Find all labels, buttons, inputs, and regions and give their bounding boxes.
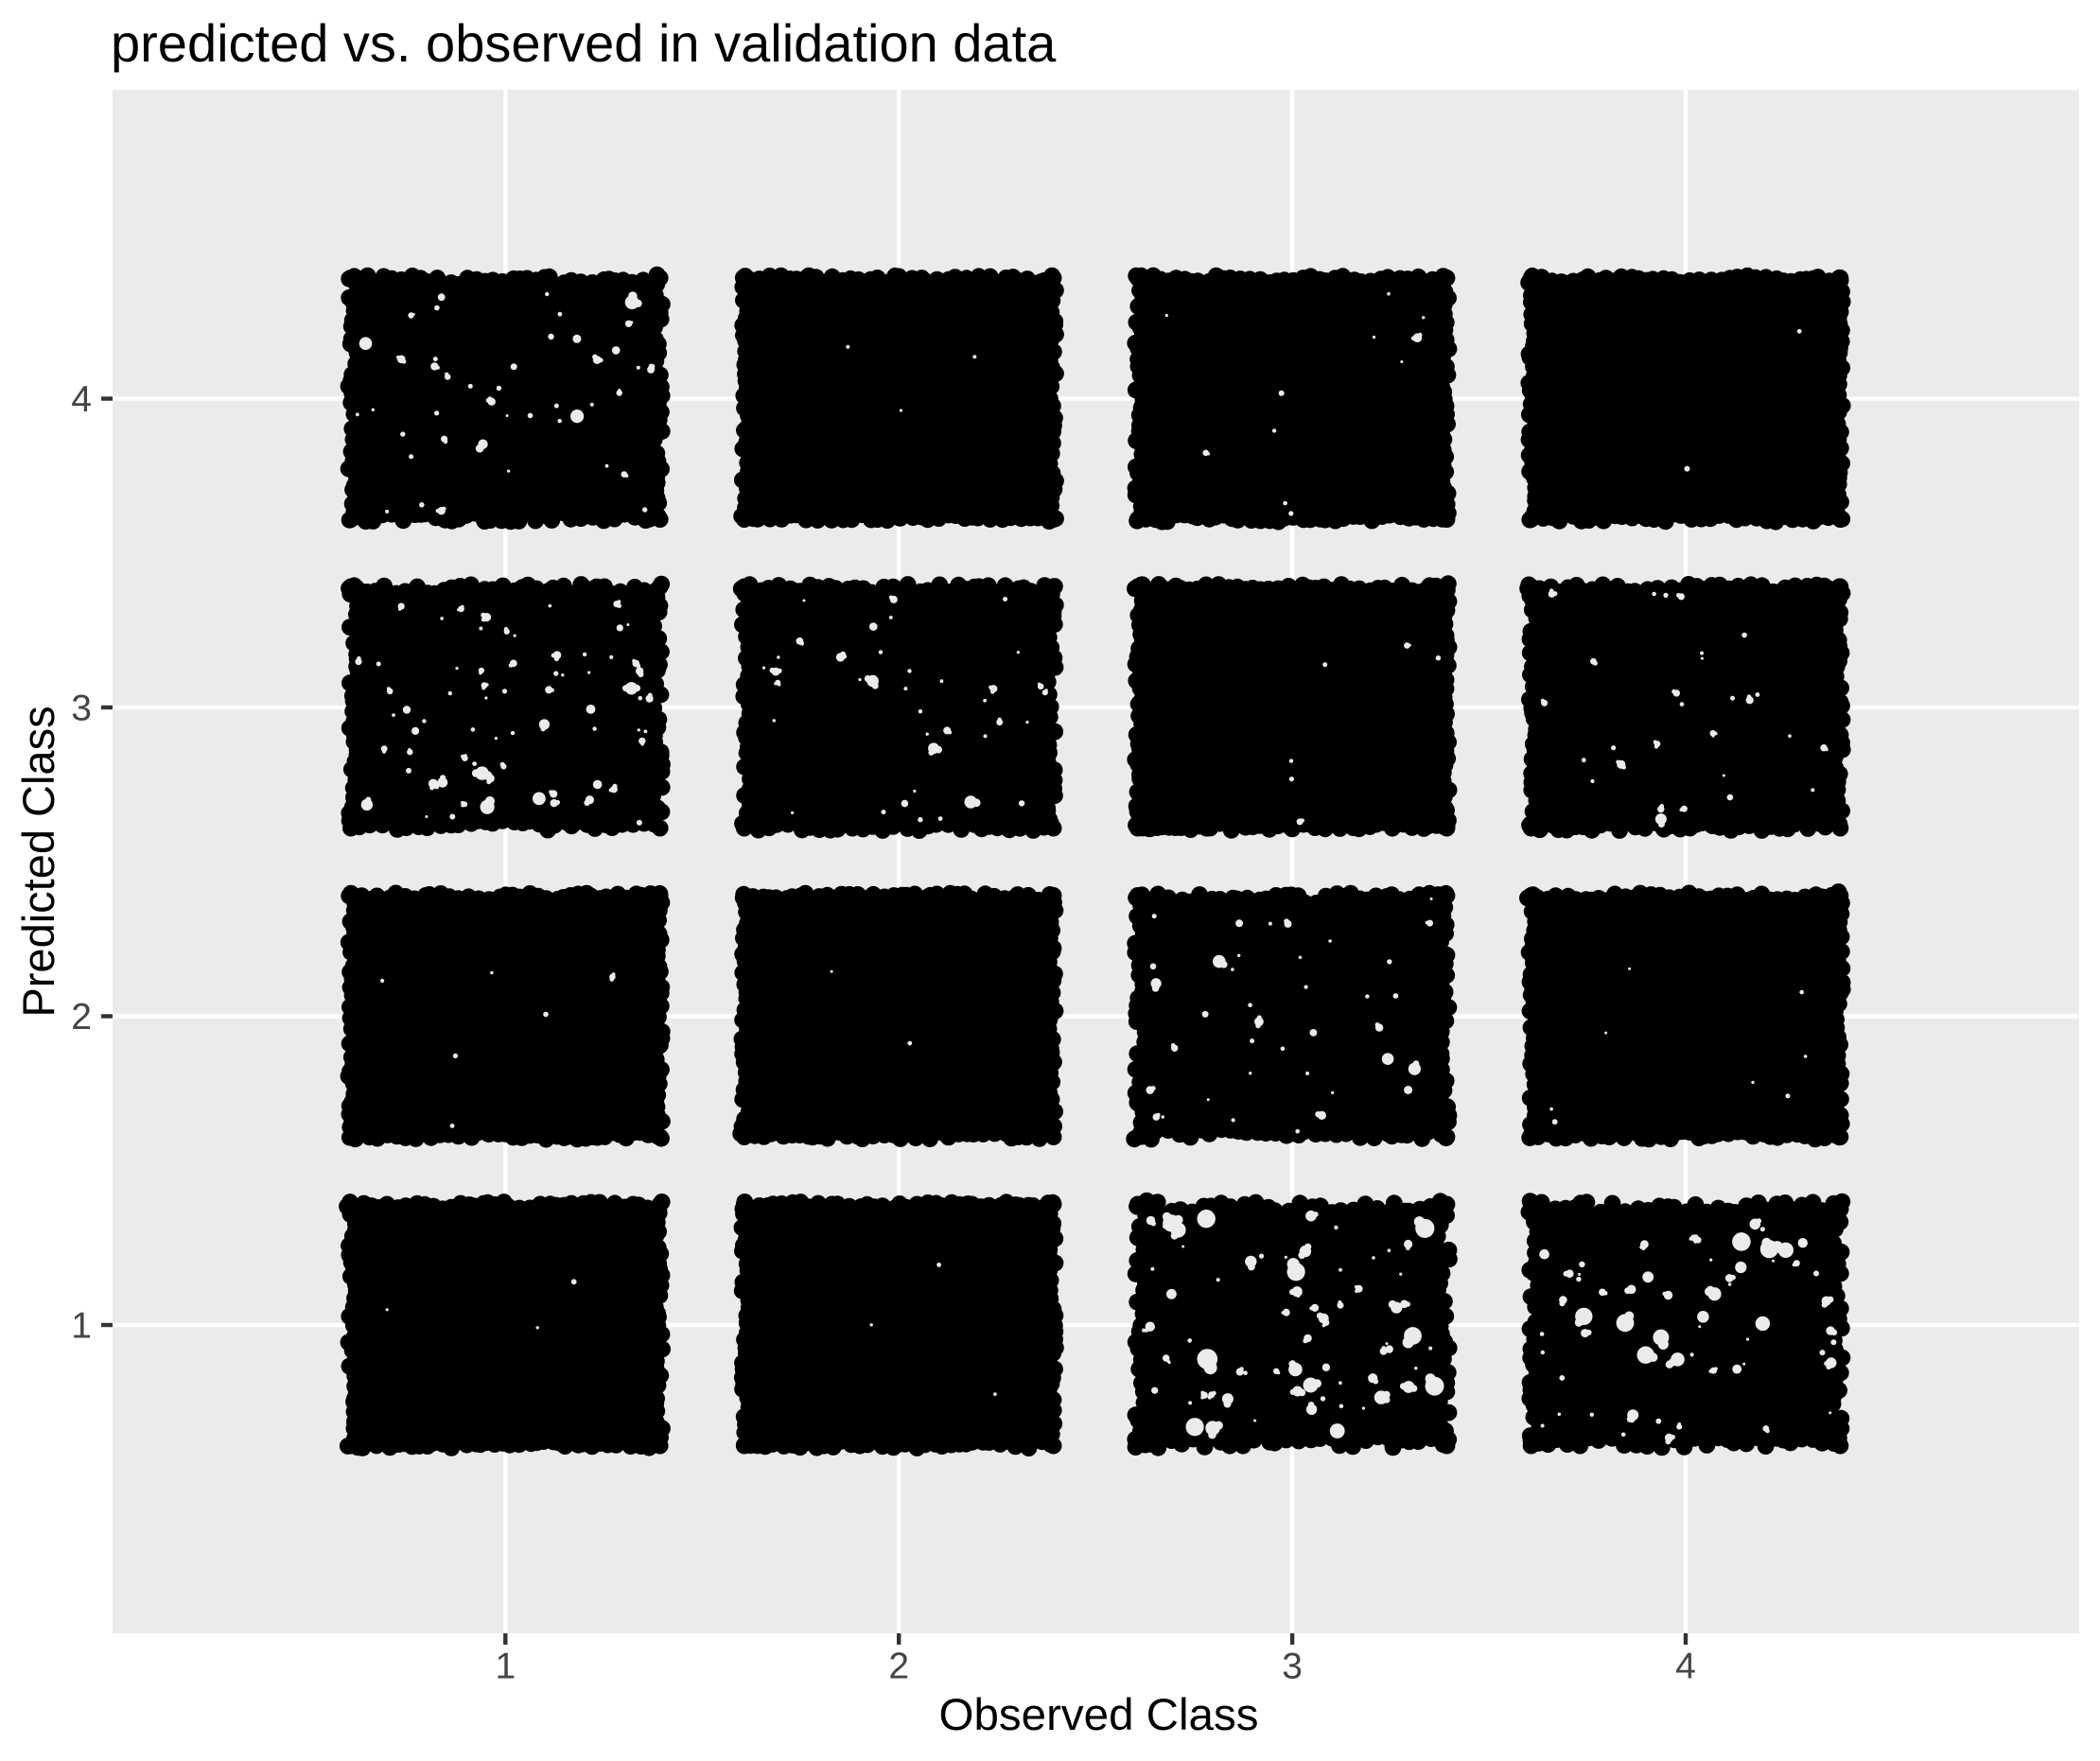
svg-text:1: 1 [495,1647,516,1687]
svg-text:3: 3 [71,689,92,729]
svg-text:4: 4 [71,379,92,420]
svg-text:2: 2 [71,997,92,1037]
svg-text:3: 3 [1282,1647,1303,1687]
svg-text:2: 2 [888,1647,909,1687]
svg-text:1: 1 [71,1306,92,1347]
svg-text:predicted vs. observed in vali: predicted vs. observed in validation dat… [111,13,1057,73]
svg-text:4: 4 [1675,1647,1696,1687]
svg-text:Predicted Class: Predicted Class [13,706,63,1017]
svg-text:Observed Class: Observed Class [939,1690,1259,1740]
